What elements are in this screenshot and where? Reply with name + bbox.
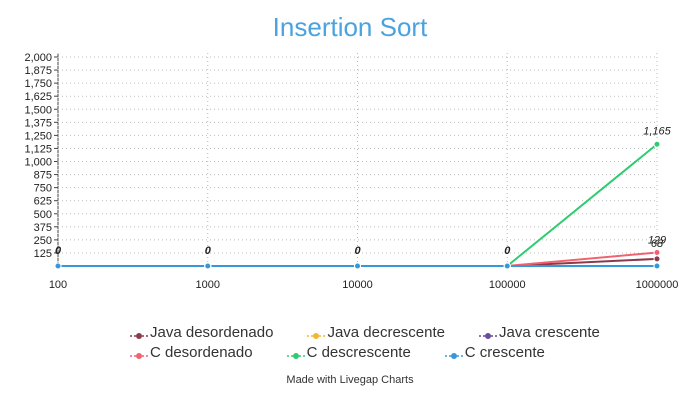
credit-text: Made with Livegap Charts: [286, 374, 414, 386]
line-chart: Insertion Sort 2,0001,8751,7501,6251,500…: [24, 12, 679, 291]
legend-label: Java desordenado: [150, 324, 274, 341]
y-tick-label: 2,000: [24, 52, 52, 64]
legend-item[interactable]: C desordenado: [130, 344, 253, 361]
x-tick-label: 1000: [196, 279, 220, 291]
legend-row-1: Java desordenado Java decrescente Java cre…: [130, 324, 600, 341]
y-tick-label: 875: [34, 170, 52, 182]
data-point: [653, 262, 661, 270]
y-tick-label: 375: [34, 222, 52, 234]
legend-swatch-icon: [307, 328, 326, 339]
y-tick-label: 750: [34, 183, 52, 195]
data-point: [54, 262, 62, 270]
legend-item[interactable]: Java desordenado: [130, 324, 273, 341]
x-tick-label: 100000: [489, 279, 526, 291]
data-point: [204, 262, 212, 270]
data-label: 0: [504, 245, 511, 257]
data-point: [503, 262, 511, 270]
legend-item[interactable]: Java decrescente: [307, 324, 445, 341]
legend-swatch-icon: [130, 328, 148, 339]
legend-label: C crescente: [464, 344, 545, 361]
legend-swatch-icon: [130, 348, 148, 359]
data-label: 1,165: [643, 125, 671, 137]
y-tick-label: 1,250: [24, 130, 52, 142]
data-point: [653, 140, 661, 148]
x-axis-ticks: 100 1000 10000 100000 1000000: [49, 279, 679, 291]
legend-label: Java decrescente: [327, 324, 446, 341]
y-tick-label: 500: [34, 209, 52, 221]
x-tick-label: 100: [49, 279, 67, 291]
data-label: 68: [651, 238, 664, 250]
legend-item[interactable]: C descrescente: [286, 344, 411, 361]
y-tick-label: 1,625: [24, 91, 52, 103]
y-tick-label: 1,125: [24, 143, 52, 155]
y-tick-label: 1,375: [24, 117, 52, 129]
legend-item[interactable]: C crescente: [444, 344, 545, 361]
x-tick-label: 1000000: [636, 279, 679, 291]
legend-item[interactable]: Java crescente: [479, 324, 600, 341]
grid: [54, 53, 658, 267]
data-point: [653, 255, 661, 263]
x-tick-label: 10000: [342, 279, 373, 291]
y-tick-label: 1,000: [24, 157, 52, 169]
data-point: [354, 262, 361, 270]
data-label: 129: [648, 235, 666, 247]
y-tick-label: 625: [34, 196, 52, 208]
y-tick-label: 125: [34, 248, 52, 260]
data-label: 0: [55, 245, 62, 257]
legend-swatch-icon: [286, 348, 305, 359]
legend-label: C desordenado: [150, 344, 253, 361]
legend-swatch-icon: [479, 328, 498, 339]
data-label: 0: [205, 245, 212, 257]
y-tick-label: 1,875: [24, 65, 52, 77]
y-tick-label: 1,750: [24, 78, 52, 90]
series-points: [54, 140, 661, 270]
y-tick-label: 250: [34, 235, 52, 247]
y-tick-label: 1,500: [24, 104, 52, 116]
legend-label: Java crescente: [499, 324, 600, 341]
legend-row-2: C desordenado C descrescente C crescente: [130, 344, 545, 361]
chart-title: Insertion Sort: [273, 12, 428, 42]
legend-label: C descrescente: [306, 344, 411, 361]
legend-swatch-icon: [444, 348, 463, 359]
y-axis-ticks: 2,0001,8751,7501,6251,5001,3751,2501,125…: [24, 52, 52, 260]
data-point: [653, 249, 661, 257]
data-label: 0: [354, 245, 361, 257]
